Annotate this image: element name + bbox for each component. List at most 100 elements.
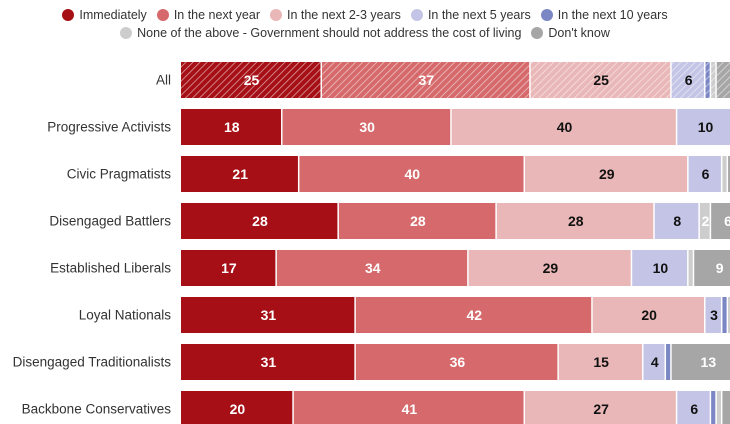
category-label-disengaged-traditionalists: Disengaged Traditionalists (13, 355, 172, 370)
data-label-disengaged-battlers-in-the-next-year: 28 (410, 213, 426, 229)
bar-segment-established-liberals-in-the-next-year (276, 250, 468, 286)
data-label-disengaged-traditionalists-in-the-next-2-3-years: 15 (593, 354, 609, 370)
legend-item-immediately: Immediately (62, 8, 147, 22)
data-label-backbone-conservatives-in-the-next-5-years: 6 (690, 401, 698, 417)
data-label-loyal-nationals-in-the-next-5-years: 3 (710, 307, 718, 323)
bar-segment-disengaged-traditionalists-in-the-next-year (355, 344, 558, 380)
data-label-loyal-nationals-in-the-next-2-3-years: 20 (641, 307, 657, 323)
legend-item-next-year: In the next year (156, 8, 260, 22)
legend-swatch-next-2-3-years (269, 9, 282, 21)
data-label-disengaged-battlers-none-of-the-above-government-should-not-address-the-cost-of-living: 2 (702, 213, 710, 229)
data-label-progressive-activists-in-the-next-year: 30 (359, 119, 375, 135)
bar-segment-civic-pragmatists-immediately (181, 156, 298, 192)
legend-row-1: Immediately In the next year In the next… (0, 8, 730, 22)
data-label-disengaged-traditionalists-don-t-know: 13 (701, 354, 717, 370)
category-label-progressive-activists: Progressive Activists (47, 120, 171, 135)
category-label-loyal-nationals: Loyal Nationals (79, 308, 172, 323)
bar-segment-disengaged-battlers-in-the-next-5-years (654, 203, 699, 239)
category-label-all: All (156, 73, 171, 88)
bar-segment-backbone-conservatives-don-t-know (722, 391, 730, 424)
data-label-established-liberals-in-the-next-2-3-years: 29 (543, 260, 559, 276)
legend-label: In the next 5 years (427, 8, 531, 22)
bar-hatch-all-in-the-next-year (322, 62, 530, 98)
legend-item-next-10-years: In the next 10 years (540, 8, 668, 22)
bar-segment-backbone-conservatives-immediately (181, 391, 293, 424)
data-label-established-liberals-immediately: 17 (221, 260, 237, 276)
bar-segment-progressive-activists-in-the-next-2-3-years (451, 109, 676, 145)
bar-hatch-all-don-t-know (716, 62, 730, 98)
legend-label: Immediately (79, 8, 147, 22)
bar-segment-progressive-activists-in-the-next-year (282, 109, 451, 145)
data-label-disengaged-traditionalists-in-the-next-5-years: 4 (651, 354, 659, 370)
data-label-progressive-activists-immediately: 18 (224, 119, 240, 135)
bar-hatch-all-in-the-next-10-years (705, 62, 710, 98)
data-label-progressive-activists-in-the-next-5-years: 10 (698, 119, 714, 135)
data-label-civic-pragmatists-in-the-next-5-years: 6 (702, 166, 710, 182)
bar-segment-established-liberals-in-the-next-2-3-years (468, 250, 631, 286)
data-label-civic-pragmatists-in-the-next-year: 40 (404, 166, 420, 182)
bar-segment-disengaged-traditionalists-in-the-next-10-years (666, 344, 671, 380)
bar-segment-backbone-conservatives-none-of-the-above-government-should-not-address-the-cost-of-living (716, 391, 721, 424)
data-label-disengaged-traditionalists-in-the-next-year: 36 (450, 354, 466, 370)
bar-segment-disengaged-traditionalists-in-the-next-5-years (643, 344, 665, 380)
bar-segment-established-liberals-in-the-next-5-years (632, 250, 688, 286)
bar-segment-established-liberals-none-of-the-above-government-should-not-address-the-cost-of-living (688, 250, 693, 286)
bar-segment-civic-pragmatists-in-the-next-2-3-years (525, 156, 688, 192)
data-label-disengaged-battlers-don-t-know: 6 (724, 213, 730, 229)
data-label-disengaged-traditionalists-immediately: 31 (261, 354, 277, 370)
bar-segment-loyal-nationals-in-the-next-2-3-years (592, 297, 705, 333)
data-label-disengaged-battlers-immediately: 28 (252, 213, 268, 229)
data-label-civic-pragmatists-in-the-next-2-3-years: 29 (599, 166, 615, 182)
bar-segment-backbone-conservatives-in-the-next-year (293, 391, 524, 424)
bar-segment-disengaged-traditionalists-immediately (181, 344, 355, 380)
data-label-all-in-the-next-5-years: 6 (685, 72, 693, 88)
data-label-backbone-conservatives-in-the-next-2-3-years: 27 (593, 401, 609, 417)
category-label-backbone-conservatives: Backbone Conservatives (22, 402, 172, 417)
legend-swatch-next-10-years (540, 9, 553, 21)
bar-segment-established-liberals-don-t-know (694, 250, 730, 286)
legend-swatch-next-5-years (410, 9, 423, 21)
bar-segment-loyal-nationals-none-of-the-above-government-should-not-address-the-cost-of-living (728, 297, 730, 333)
legend-item-next-2-3-years: In the next 2-3 years (269, 8, 401, 22)
bar-hatch-all-in-the-next-2-3-years (530, 62, 671, 98)
legend-swatch-dont-know (531, 27, 544, 39)
data-label-established-liberals-in-the-next-5-years: 10 (653, 260, 669, 276)
bar-segment-disengaged-battlers-none-of-the-above-government-should-not-address-the-cost-of-living (699, 203, 710, 239)
data-label-all-in-the-next-year: 37 (419, 72, 435, 88)
bar-segment-loyal-nationals-in-the-next-year (355, 297, 592, 333)
bar-segment-disengaged-battlers-in-the-next-year (338, 203, 496, 239)
bar-segment-disengaged-battlers-in-the-next-2-3-years (496, 203, 654, 239)
bar-segment-civic-pragmatists-in-the-next-year (299, 156, 524, 192)
category-label-civic-pragmatists: Civic Pragmatists (67, 167, 172, 182)
legend-label: In the next year (173, 8, 260, 22)
legend-item-next-5-years: In the next 5 years (410, 8, 531, 22)
data-label-disengaged-battlers-in-the-next-5-years: 8 (673, 213, 681, 229)
data-label-backbone-conservatives-immediately: 20 (230, 401, 246, 417)
data-label-all-immediately: 25 (244, 72, 260, 88)
legend-label: Don't know (548, 26, 610, 40)
bar-segment-civic-pragmatists-in-the-next-5-years (688, 156, 721, 192)
bar-segment-backbone-conservatives-in-the-next-5-years (677, 391, 710, 424)
category-label-disengaged-battlers: Disengaged Battlers (49, 214, 171, 229)
data-label-progressive-activists-in-the-next-2-3-years: 40 (557, 119, 573, 135)
legend-row-2: None of the above - Government should no… (0, 26, 730, 40)
bar-segment-loyal-nationals-in-the-next-10-years (722, 297, 727, 333)
bar-segment-loyal-nationals-in-the-next-5-years (705, 297, 721, 333)
legend-label: In the next 10 years (557, 8, 668, 22)
bar-hatch-all-in-the-next-5-years (671, 62, 705, 98)
bar-segment-established-liberals-immediately (181, 250, 276, 286)
bar-segment-civic-pragmatists-don-t-know (728, 156, 730, 192)
bar-hatch-all-none-of-the-above-government-should-not-address-the-cost-of-living (711, 62, 716, 98)
legend-swatch-none-of-the-above (120, 27, 133, 39)
legend-label: None of the above - Government should no… (137, 26, 522, 40)
bar-segment-civic-pragmatists-none-of-the-above-government-should-not-address-the-cost-of-living (722, 156, 727, 192)
legend-label: In the next 2-3 years (286, 8, 401, 22)
legend-item-dont-know: Don't know (531, 26, 610, 40)
bar-segment-disengaged-traditionalists-don-t-know (671, 344, 730, 380)
data-label-loyal-nationals-in-the-next-year: 42 (466, 307, 482, 323)
bar-segment-disengaged-battlers-don-t-know (711, 203, 730, 239)
bar-segment-progressive-activists-in-the-next-5-years (677, 109, 730, 145)
legend-swatch-immediately (62, 9, 75, 21)
